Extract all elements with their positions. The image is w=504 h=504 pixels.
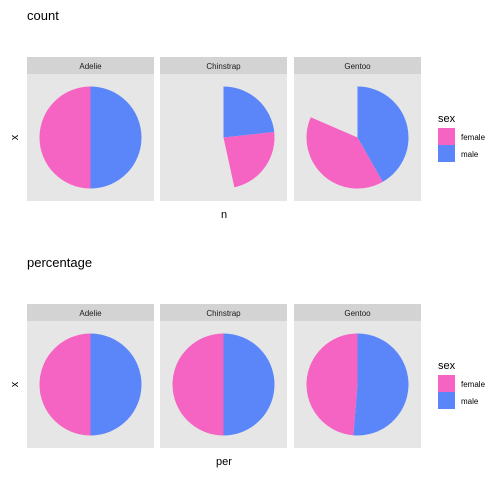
facet-gentoo: Gentoo — [294, 304, 421, 448]
pie-slice-gentoo-male — [353, 333, 409, 436]
legend-label-female: female — [461, 133, 486, 142]
pie-slice-gentoo-female — [306, 333, 358, 436]
count-plot: count Adelie Chinstrap Gentoo n x sex female mal… — [9, 8, 486, 221]
facet-label: Chinstrap — [206, 62, 241, 71]
pie-slice-gentoo-male — [357, 86, 409, 182]
facet-label: Adelie — [79, 62, 102, 71]
facet-strip — [160, 304, 287, 321]
y-axis-label: x — [9, 134, 21, 140]
pie-slice-adelie-female — [39, 333, 91, 436]
y-axis-label: x — [9, 381, 21, 387]
x-axis-label: per — [216, 456, 232, 468]
plot-title: count — [27, 8, 59, 23]
facet-chinstrap: Chinstrap — [160, 304, 287, 448]
facet-gentoo: Gentoo — [294, 57, 421, 201]
pie-slice-adelie-male — [90, 333, 142, 436]
pie-slice-chinstrap-male — [223, 333, 275, 436]
facet-label: Gentoo — [344, 62, 371, 71]
pie-slice-adelie-female — [39, 86, 91, 189]
facet-label: Gentoo — [344, 309, 371, 318]
facet-strip — [27, 57, 154, 74]
legend-title: sex — [438, 113, 456, 125]
facet-strip — [294, 57, 421, 74]
facet-adelie: Adelie — [27, 57, 154, 201]
legend-title: sex — [438, 360, 456, 372]
facet-chinstrap: Chinstrap — [160, 57, 287, 201]
facet-strip — [27, 304, 154, 321]
legend-key-male — [438, 392, 455, 409]
pie-slice-chinstrap-female — [172, 333, 224, 436]
legend-label-male: male — [461, 150, 479, 159]
plot-title: percentage — [27, 255, 92, 270]
legend-label-male: male — [461, 397, 479, 406]
x-axis-label: n — [221, 209, 227, 221]
pie-slice-chinstrap-male — [223, 86, 275, 138]
pie-slice-gentoo-female — [306, 117, 383, 189]
facet-strip — [294, 304, 421, 321]
pie-slice-chinstrap-female — [223, 132, 275, 188]
facet-strip — [160, 57, 287, 74]
legend-key-female — [438, 375, 455, 392]
legend-label-female: female — [461, 380, 486, 389]
percentage-plot: percentage Adelie Chinstrap Gentoo per x sexfe… — [9, 255, 486, 468]
facet-adelie: Adelie — [27, 304, 154, 448]
pie-slice-adelie-male — [90, 86, 142, 189]
legend-key-male — [438, 145, 455, 162]
legend: sex female male — [438, 113, 486, 162]
legend: sex female male — [438, 360, 486, 409]
facet-label: Adelie — [79, 309, 102, 318]
legend-key-female — [438, 128, 455, 145]
facet-label: Chinstrap — [206, 309, 241, 318]
